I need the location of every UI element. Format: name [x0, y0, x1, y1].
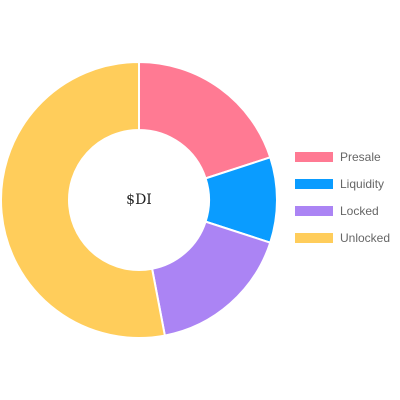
legend-swatch	[295, 206, 333, 216]
legend-swatch	[295, 179, 333, 189]
legend-label: Locked	[340, 204, 379, 218]
legend: Presale Liquidity Locked Unlocked	[295, 150, 390, 258]
legend-item-locked[interactable]: Locked	[295, 204, 390, 217]
center-label: $DI	[126, 192, 152, 208]
legend-label: Unlocked	[340, 231, 390, 245]
legend-item-unlocked[interactable]: Unlocked	[295, 231, 390, 244]
legend-item-liquidity[interactable]: Liquidity	[295, 177, 390, 190]
legend-label: Liquidity	[340, 177, 384, 191]
legend-swatch	[295, 152, 333, 162]
legend-label: Presale	[340, 150, 381, 164]
legend-swatch	[295, 233, 333, 243]
slice-presale[interactable]	[139, 62, 270, 178]
slice-locked[interactable]	[152, 222, 270, 336]
legend-item-presale[interactable]: Presale	[295, 150, 390, 163]
